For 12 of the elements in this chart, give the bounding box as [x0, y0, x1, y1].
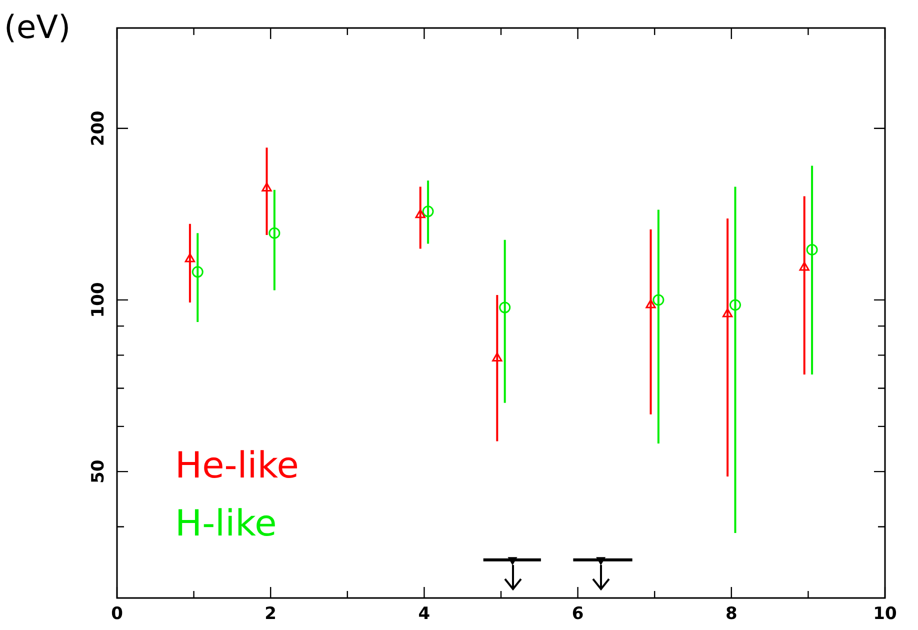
- y-tick-label: 100: [88, 282, 108, 318]
- text: H-like: [175, 503, 277, 544]
- y-axis-title: (eV): [4, 8, 71, 46]
- x-tick-label: 2: [264, 604, 277, 624]
- x-tick-label: 10: [873, 604, 897, 624]
- text: He-like: [175, 445, 299, 486]
- x-tick-label: 0: [111, 604, 124, 624]
- x-tick-label: 4: [418, 604, 430, 624]
- y-tick-label: 50: [88, 460, 108, 484]
- x-tick-label: 8: [725, 604, 738, 624]
- x-tick-label: 6: [572, 604, 584, 624]
- y-tick-label: 200: [88, 110, 108, 146]
